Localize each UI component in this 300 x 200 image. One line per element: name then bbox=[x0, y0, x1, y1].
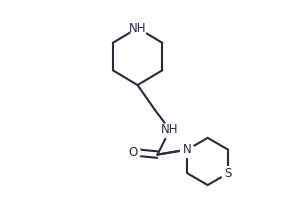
Text: NH: NH bbox=[129, 22, 146, 35]
Text: S: S bbox=[224, 167, 232, 180]
Text: O: O bbox=[128, 146, 137, 159]
Text: N: N bbox=[183, 143, 192, 156]
Text: NH: NH bbox=[161, 123, 178, 136]
